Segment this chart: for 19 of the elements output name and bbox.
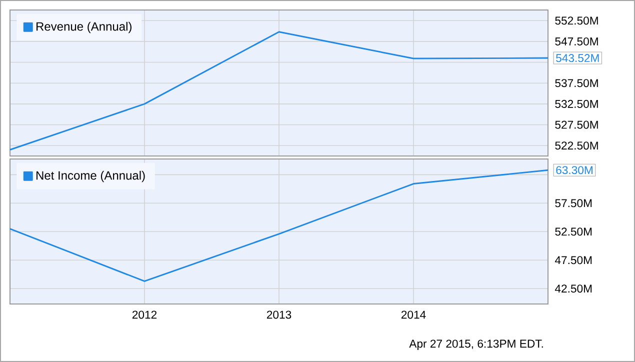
x-tick-label: 2014 (401, 310, 426, 319)
y-tick-label: 537.50M (555, 79, 598, 88)
line-series (9, 169, 549, 282)
y-tick-label: 547.50M (555, 37, 598, 46)
y-tick-label: 527.50M (555, 120, 598, 129)
legend-label: Revenue (Annual) (36, 22, 132, 34)
y-tick-label: 532.50M (555, 100, 598, 108)
y-tick-label: 42.50M (554, 284, 592, 293)
x-tick-label: 2012 (132, 310, 157, 319)
y-tick-label: 47.50M (554, 256, 592, 264)
data-label: 543.52M (556, 54, 599, 62)
legend-label: Net Income (Annual) (36, 170, 145, 182)
y-tick-label: 52.50M (555, 228, 592, 236)
y-tick-label: 57.50M (555, 199, 592, 208)
text: Apr 27 2015, 6:13PM EDT. (409, 340, 543, 350)
y-tick-label: 552.50M (555, 16, 598, 25)
data-label: 63.30M (556, 166, 592, 174)
x-tick-label: 2013 (266, 310, 292, 319)
y-tick-label: 522.50M (555, 142, 598, 150)
